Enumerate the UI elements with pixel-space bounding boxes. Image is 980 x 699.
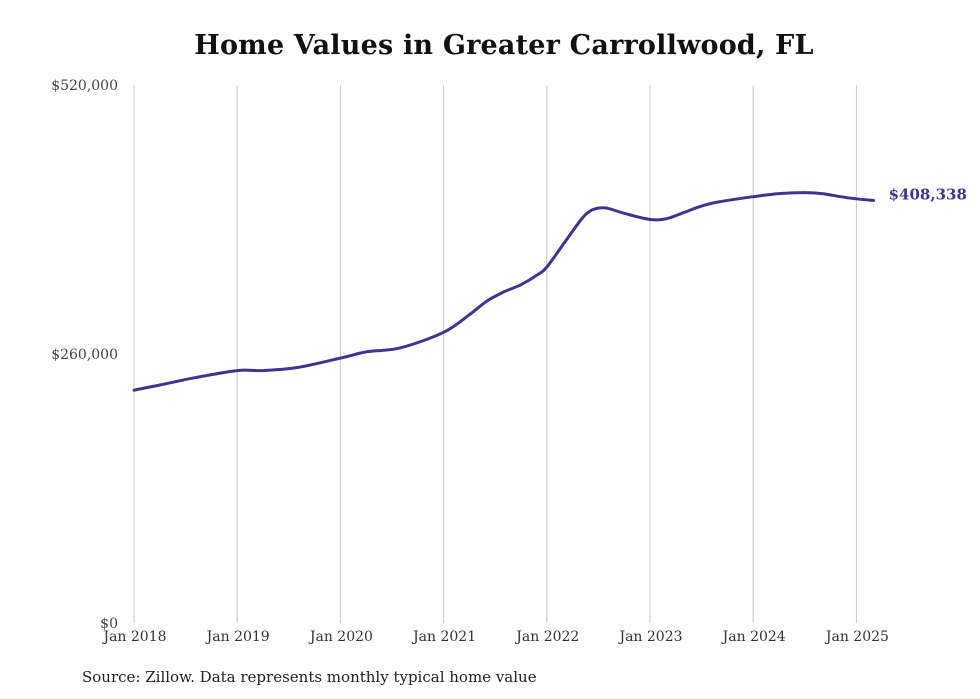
x-tick-label: Jan 2018 bbox=[101, 629, 166, 645]
chart-title: Home Values in Greater Carrollwood, FL bbox=[194, 30, 814, 61]
source-note: Source: Zillow. Data represents monthly … bbox=[82, 668, 537, 686]
series-layer: $408,338 bbox=[132, 186, 967, 392]
x-tick-label: Jan 2021 bbox=[411, 629, 476, 645]
series-line bbox=[132, 191, 876, 392]
gridlines bbox=[133, 85, 857, 623]
x-tick-label: Jan 2024 bbox=[721, 629, 786, 645]
x-tick-label: Jan 2020 bbox=[308, 629, 373, 645]
x-tick-label: Jan 2023 bbox=[617, 629, 682, 645]
x-tick-label: Jan 2019 bbox=[205, 629, 270, 645]
y-tick-label: $260,000 bbox=[51, 347, 118, 363]
x-tick-label: Jan 2022 bbox=[514, 629, 579, 645]
end-value-label: $408,338 bbox=[889, 186, 967, 204]
y-axis-ticks: $0 $260,000 $520,000 bbox=[51, 78, 118, 632]
x-tick-label: Jan 2025 bbox=[824, 629, 889, 645]
x-axis-ticks: Jan 2018 Jan 2019 Jan 2020 Jan 2021 Jan 2022… bbox=[101, 629, 888, 645]
y-tick-label: $0 bbox=[100, 616, 118, 632]
y-tick-label: $520,000 bbox=[51, 78, 118, 94]
